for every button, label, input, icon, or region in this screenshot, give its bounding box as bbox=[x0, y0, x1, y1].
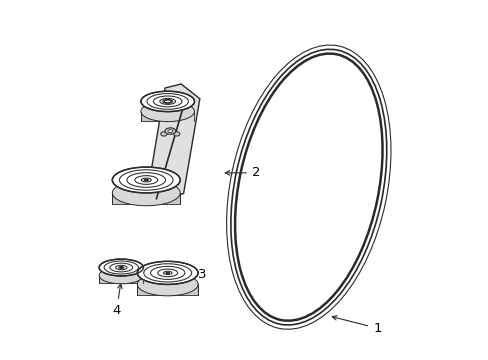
Ellipse shape bbox=[141, 91, 194, 112]
Ellipse shape bbox=[112, 180, 180, 206]
Ellipse shape bbox=[99, 259, 143, 276]
Polygon shape bbox=[141, 112, 194, 121]
Ellipse shape bbox=[99, 267, 143, 284]
Ellipse shape bbox=[144, 179, 147, 181]
Polygon shape bbox=[99, 276, 143, 283]
Polygon shape bbox=[146, 84, 200, 201]
Ellipse shape bbox=[161, 132, 167, 136]
Text: 3: 3 bbox=[179, 268, 206, 281]
Polygon shape bbox=[137, 284, 198, 295]
Ellipse shape bbox=[167, 130, 173, 132]
Text: 2: 2 bbox=[225, 166, 260, 179]
Ellipse shape bbox=[141, 101, 194, 122]
Ellipse shape bbox=[164, 128, 175, 134]
Ellipse shape bbox=[166, 272, 169, 274]
Text: 4: 4 bbox=[112, 284, 122, 317]
Ellipse shape bbox=[137, 261, 198, 284]
Text: 1: 1 bbox=[332, 316, 381, 335]
Ellipse shape bbox=[173, 132, 180, 136]
Ellipse shape bbox=[120, 267, 122, 268]
Ellipse shape bbox=[137, 273, 198, 296]
Ellipse shape bbox=[112, 167, 180, 193]
Polygon shape bbox=[112, 193, 180, 204]
